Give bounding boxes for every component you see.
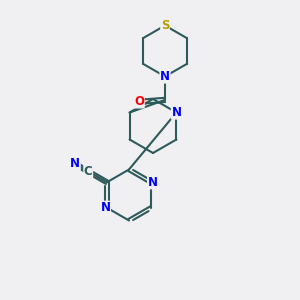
Text: S: S [161,19,169,32]
Text: N: N [148,176,158,189]
Text: O: O [134,95,144,108]
Text: N: N [160,70,170,83]
Text: N: N [100,201,110,214]
Text: N: N [171,106,182,119]
Text: C: C [84,165,93,178]
Text: N: N [70,158,80,170]
